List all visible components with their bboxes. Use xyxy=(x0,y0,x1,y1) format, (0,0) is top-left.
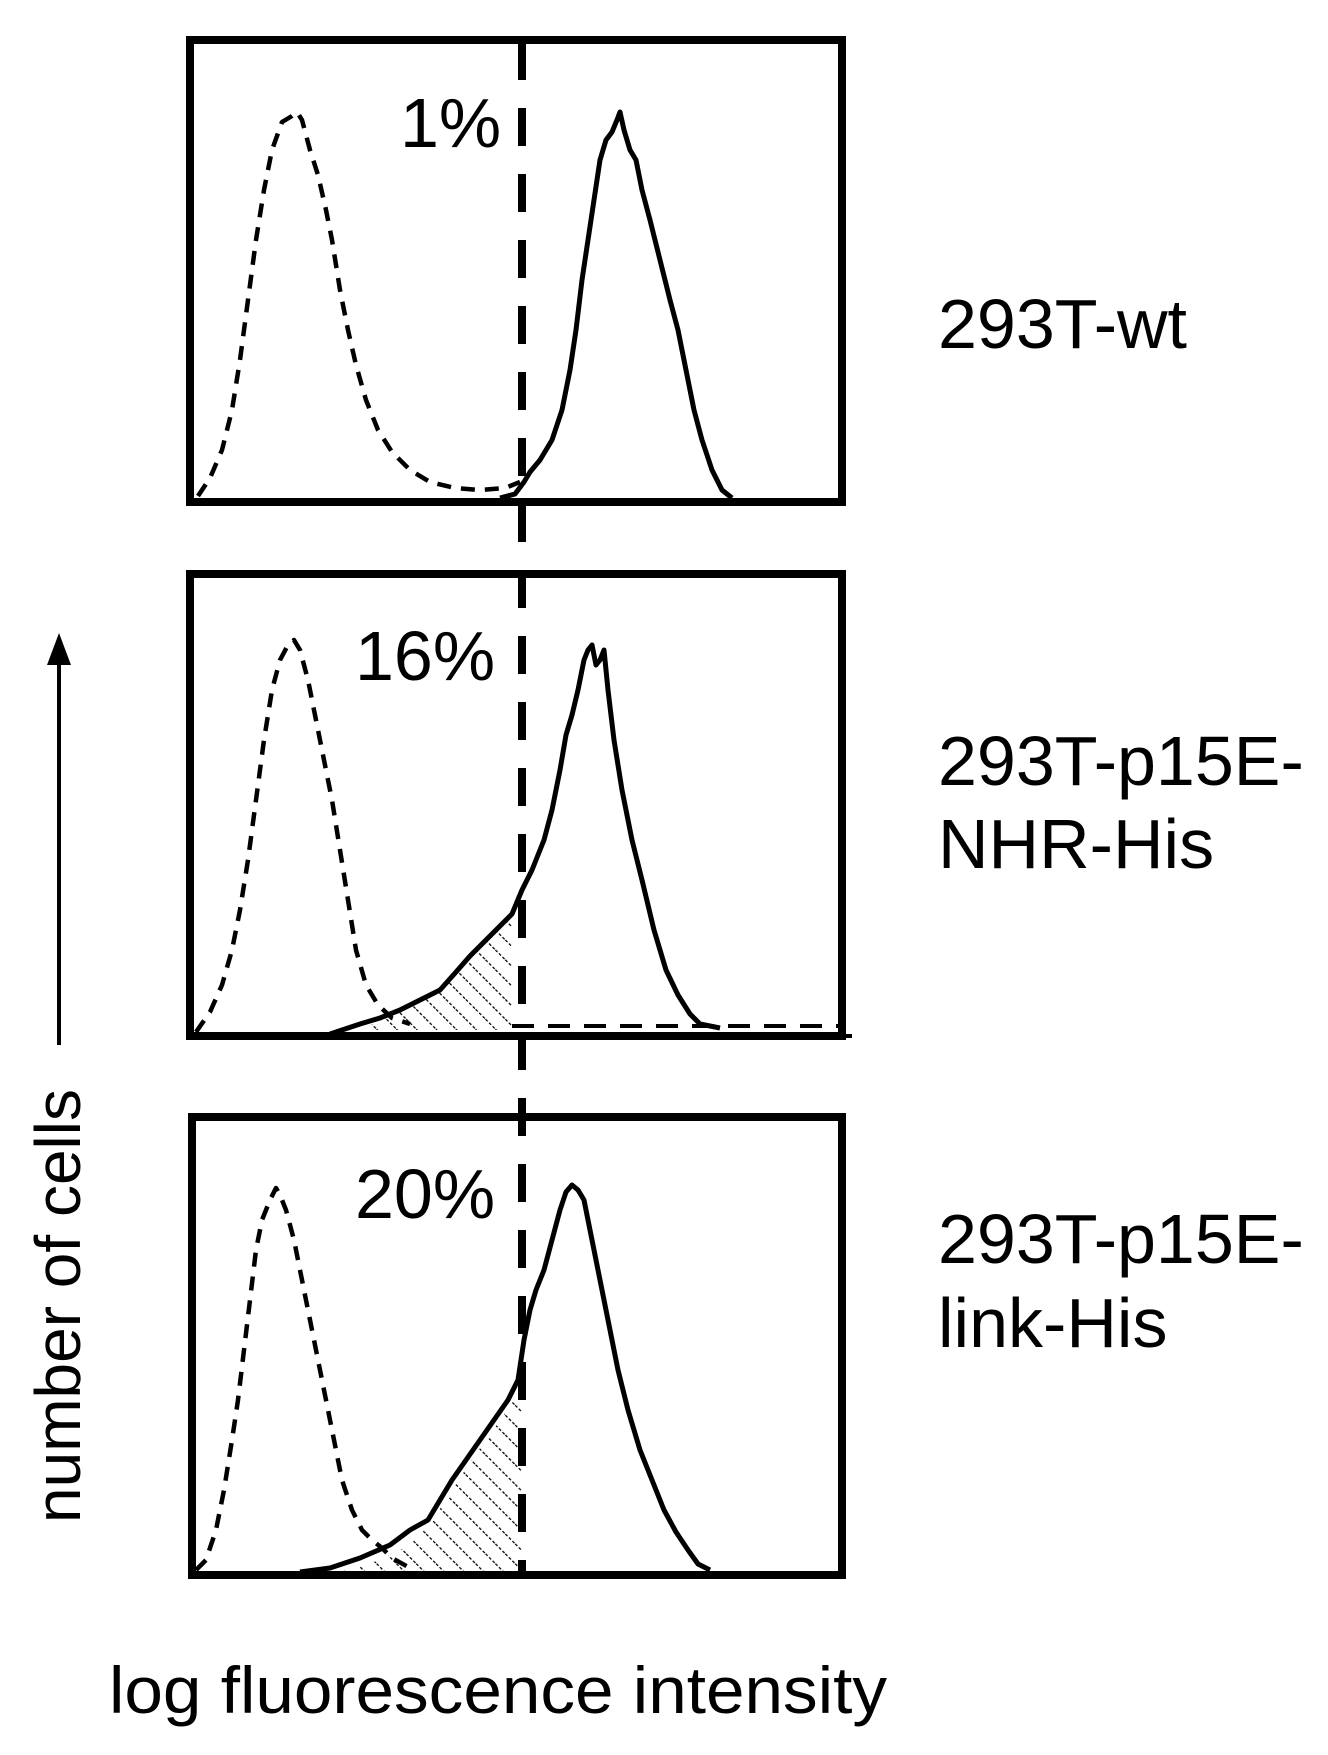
percent-label: 1% xyxy=(400,84,501,162)
panel-293t-wt: 1% 293T-wt xyxy=(186,36,1187,506)
sample-histogram xyxy=(329,642,721,1037)
y-axis-label: number of cells xyxy=(22,1089,94,1523)
sample-label-line2: link-His xyxy=(938,1284,1167,1362)
hatched-subgate-region xyxy=(340,1386,522,1572)
hatched-subgate-region xyxy=(360,914,512,1030)
panel-293t-p15e-nhr-his: 16% 293T-p15E- NHR-His xyxy=(186,570,1304,1040)
arrow-up-icon xyxy=(47,633,71,665)
sample-label-line2: NHR-His xyxy=(938,805,1214,883)
panel-frame xyxy=(188,1113,846,1579)
sample-histogram xyxy=(499,109,734,501)
y-axis: number of cells xyxy=(22,633,94,1523)
x-axis-label: log fluorescence intensity xyxy=(109,1653,887,1727)
panel-293t-p15e-link-his: 20% 293T-p15E- link-His xyxy=(188,1113,1304,1579)
sample-label: 293T-wt xyxy=(938,285,1187,363)
sample-histogram xyxy=(299,1182,712,1575)
percent-label: 16% xyxy=(355,617,495,695)
panel-frame xyxy=(186,570,846,1040)
control-histogram xyxy=(194,1185,412,1572)
sample-label-line1: 293T-p15E- xyxy=(938,1200,1304,1278)
control-histogram xyxy=(196,109,521,498)
panel-frame xyxy=(186,36,846,506)
control-histogram xyxy=(194,637,411,1034)
sample-label-line1: 293T-p15E- xyxy=(938,722,1304,800)
percent-label: 20% xyxy=(355,1155,495,1233)
